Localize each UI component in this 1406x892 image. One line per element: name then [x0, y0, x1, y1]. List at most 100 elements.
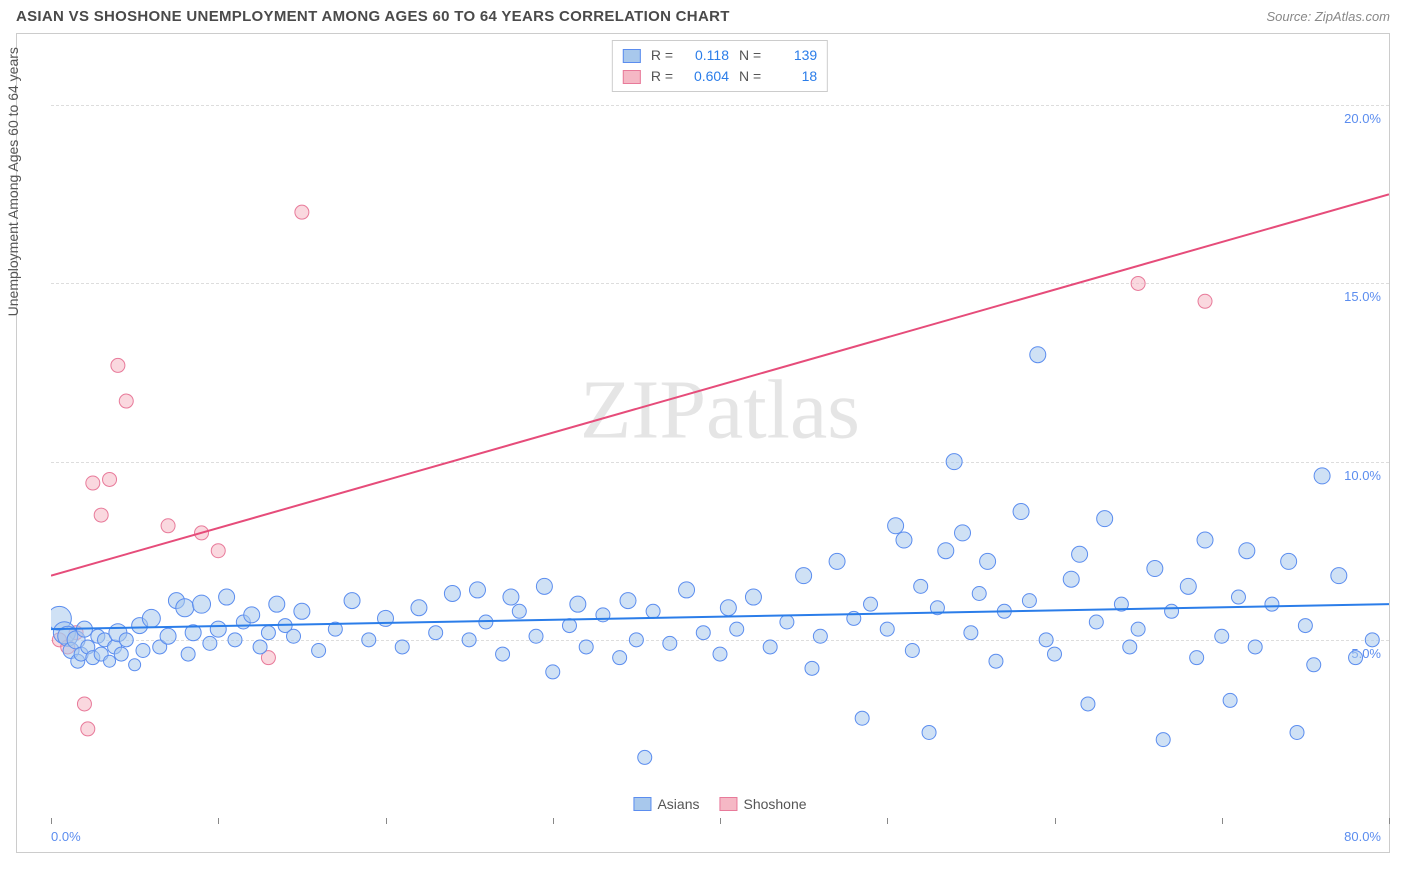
data-point: [512, 604, 526, 618]
data-point: [210, 621, 226, 637]
data-point: [546, 665, 560, 679]
data-point: [160, 628, 176, 644]
x-tick: [1222, 818, 1223, 824]
data-point: [1314, 468, 1330, 484]
data-point: [980, 553, 996, 569]
data-point: [864, 597, 878, 611]
chart-source: Source: ZipAtlas.com: [1266, 9, 1390, 24]
data-point: [1331, 568, 1347, 584]
data-point: [679, 582, 695, 598]
data-point: [1307, 658, 1321, 672]
legend-series: Asians Shoshone: [633, 796, 806, 812]
data-point: [362, 633, 376, 647]
data-point: [1123, 640, 1137, 654]
data-point: [1039, 633, 1053, 647]
data-point: [1156, 733, 1170, 747]
data-point: [103, 472, 117, 486]
data-point: [1231, 590, 1245, 604]
data-point: [1180, 578, 1196, 594]
data-point: [119, 394, 133, 408]
legend-item-asians: Asians: [633, 796, 699, 812]
x-tick: [1055, 818, 1056, 824]
x-tick-label: 0.0%: [51, 829, 81, 844]
data-point: [1248, 640, 1262, 654]
data-point: [1089, 615, 1103, 629]
data-point: [730, 622, 744, 636]
chart-container: Unemployment Among Ages 60 to 64 years Z…: [16, 33, 1390, 853]
data-point: [1265, 597, 1279, 611]
data-point: [1365, 633, 1379, 647]
data-point: [496, 647, 510, 661]
data-point: [663, 636, 677, 650]
data-point: [696, 626, 710, 640]
data-point: [896, 532, 912, 548]
x-tick: [386, 818, 387, 824]
data-point: [1072, 546, 1088, 562]
r-value-asians: 0.118: [679, 45, 729, 66]
data-point: [228, 633, 242, 647]
data-point: [780, 615, 794, 629]
trend-line: [51, 194, 1389, 575]
data-point: [94, 508, 108, 522]
plot-area: ZIPatlas 5.0%10.0%15.0%20.0%0.0%80.0% R …: [51, 34, 1389, 818]
data-point: [529, 629, 543, 643]
legend-stats-row-asians: R = 0.118 N = 139: [623, 45, 817, 66]
x-tick: [218, 818, 219, 824]
data-point: [1198, 294, 1212, 308]
data-point: [119, 633, 133, 647]
data-point: [713, 647, 727, 661]
data-point: [86, 476, 100, 490]
legend-swatch-shoshone-bottom: [719, 797, 737, 811]
data-point: [1281, 553, 1297, 569]
data-point: [813, 629, 827, 643]
data-point: [253, 640, 267, 654]
x-tick: [553, 818, 554, 824]
data-point: [503, 589, 519, 605]
data-point: [1298, 619, 1312, 633]
data-point: [344, 593, 360, 609]
data-point: [955, 525, 971, 541]
data-point: [914, 579, 928, 593]
y-axis-label: Unemployment Among Ages 60 to 64 years: [5, 47, 21, 316]
data-point: [395, 640, 409, 654]
data-point: [176, 599, 194, 617]
chart-header: ASIAN VS SHOSHONE UNEMPLOYMENT AMONG AGE…: [0, 0, 1406, 29]
legend-swatch-shoshone: [623, 70, 641, 84]
data-point: [1349, 651, 1363, 665]
data-point: [905, 644, 919, 658]
r-value-shoshone: 0.604: [679, 66, 729, 87]
data-point: [638, 750, 652, 764]
data-point: [211, 544, 225, 558]
data-point: [287, 629, 301, 643]
legend-swatch-asians: [623, 49, 641, 63]
data-point: [1215, 629, 1229, 643]
legend-item-shoshone: Shoshone: [719, 796, 806, 812]
n-value-asians: 139: [767, 45, 817, 66]
legend-swatch-asians-bottom: [633, 797, 651, 811]
data-point: [114, 647, 128, 661]
data-point: [805, 661, 819, 675]
data-point: [1190, 651, 1204, 665]
legend-stats-row-shoshone: R = 0.604 N = 18: [623, 66, 817, 87]
data-point: [855, 711, 869, 725]
data-point: [1013, 504, 1029, 520]
data-point: [946, 454, 962, 470]
data-point: [269, 596, 285, 612]
x-tick: [1389, 818, 1390, 824]
data-point: [1063, 571, 1079, 587]
data-point: [613, 651, 627, 665]
data-point: [562, 619, 576, 633]
data-point: [745, 589, 761, 605]
data-point: [136, 644, 150, 658]
data-point: [646, 604, 660, 618]
data-point: [880, 622, 894, 636]
data-point: [411, 600, 427, 616]
data-point: [629, 633, 643, 647]
data-point: [142, 609, 160, 627]
data-point: [972, 586, 986, 600]
data-point: [829, 553, 845, 569]
data-point: [720, 600, 736, 616]
data-point: [77, 697, 91, 711]
data-point: [570, 596, 586, 612]
data-point: [81, 722, 95, 736]
